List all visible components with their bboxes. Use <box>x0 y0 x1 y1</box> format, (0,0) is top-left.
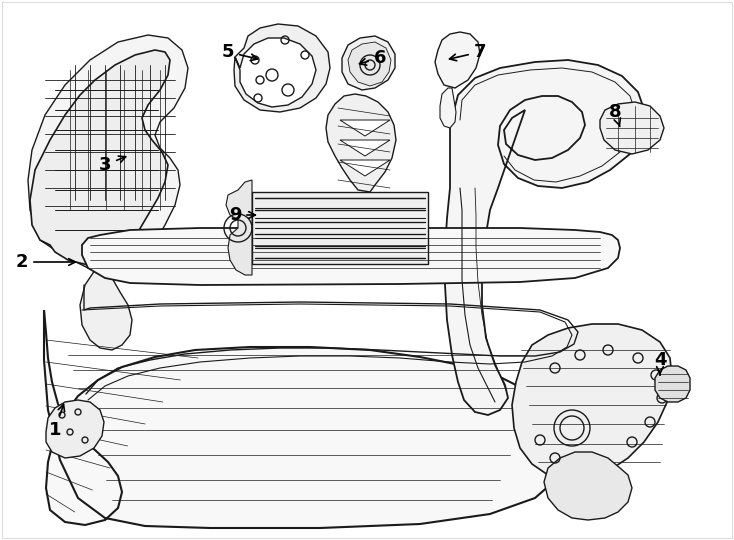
Polygon shape <box>80 260 132 350</box>
Polygon shape <box>512 324 672 480</box>
Text: 3: 3 <box>99 156 126 174</box>
Polygon shape <box>234 24 330 112</box>
Polygon shape <box>82 228 620 285</box>
Polygon shape <box>600 102 664 154</box>
Polygon shape <box>440 88 456 128</box>
Polygon shape <box>340 140 390 156</box>
Polygon shape <box>340 160 390 176</box>
Polygon shape <box>30 50 170 265</box>
Text: 8: 8 <box>608 103 621 126</box>
Polygon shape <box>326 94 396 192</box>
Text: 4: 4 <box>654 351 666 375</box>
Polygon shape <box>44 310 568 528</box>
Polygon shape <box>226 180 252 275</box>
Text: 5: 5 <box>222 43 258 61</box>
Polygon shape <box>252 192 428 264</box>
Polygon shape <box>348 42 391 86</box>
Polygon shape <box>342 36 395 90</box>
Polygon shape <box>46 400 104 458</box>
Text: 2: 2 <box>15 253 76 271</box>
Polygon shape <box>445 60 645 415</box>
Polygon shape <box>435 32 480 88</box>
Text: 7: 7 <box>449 43 486 61</box>
Polygon shape <box>340 120 390 136</box>
Text: 6: 6 <box>360 49 386 67</box>
Polygon shape <box>544 452 632 520</box>
Text: 9: 9 <box>229 206 255 224</box>
Polygon shape <box>28 35 188 270</box>
Text: 1: 1 <box>48 404 65 439</box>
Polygon shape <box>655 366 690 402</box>
